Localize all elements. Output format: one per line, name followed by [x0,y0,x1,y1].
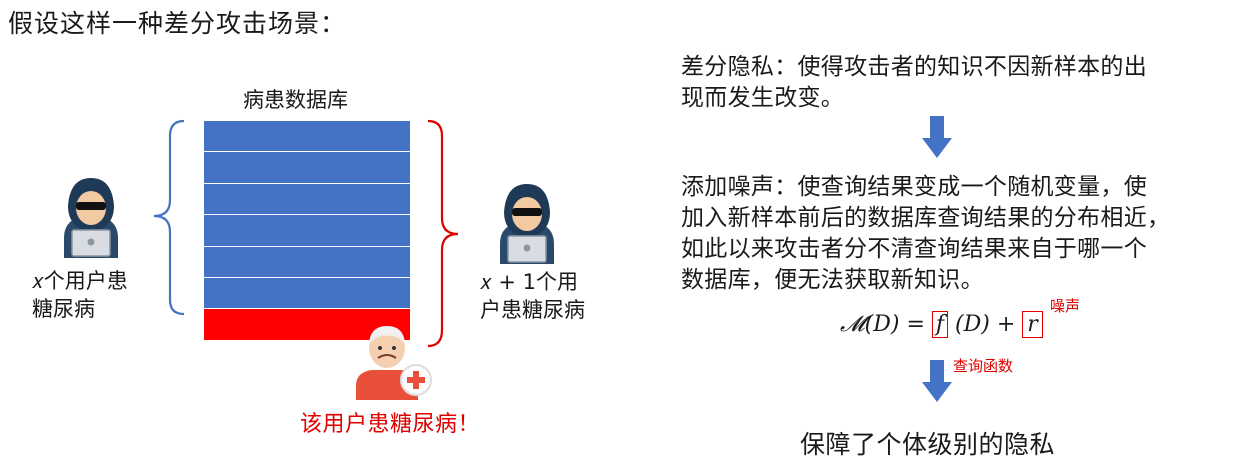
formula-noise-term: 𝑟 [1022,311,1043,338]
dp-line1: 差分隐私：使得攻击者的知识不因新样本的出 [681,54,1147,80]
database-row [204,152,410,184]
conclusion-text: 保障了个体级别的隐私 [800,430,1056,459]
right-attacker-caption: 𝑥 + 1个用 户患糖尿病 [480,268,585,324]
database-table [204,121,410,341]
noise-label: 噪声 [1050,297,1081,315]
left-caption-line1: 𝑥个用户患 [32,269,128,293]
left-brace [153,119,185,316]
formula-query-function: 𝑓 [931,311,949,338]
formula-mid: (𝐷) + [955,312,1016,337]
left-caption-line2: 糖尿病 [32,297,95,321]
dp-formula: 𝓜(𝐷) = 𝑓 (𝐷) + 𝑟 [840,311,1043,338]
right-caption-line1: 𝑥 + 1个用 [480,270,579,294]
formula-lhs: 𝓜(𝐷) = [840,312,925,337]
page-title: 假设这样一种差分攻击场景： [8,9,347,38]
hacker-icon [64,178,118,258]
down-arrow-icon [922,116,952,158]
dp-line2: 现而发生改变。 [681,85,845,111]
noise-line1: 添加噪声：使查询结果变成一个随机变量，使 [681,174,1147,200]
noise-line3: 如此以来攻击者分不清查询结果来自于哪一个 [681,236,1147,262]
left-attacker-caption: 𝑥个用户患 糖尿病 [32,267,128,323]
new-patient-alert: 该用户患糖尿病！ [300,412,481,437]
database-row [204,215,410,247]
noise-line2: 加入新样本前后的数据库查询结果的分布相近， [681,205,1171,231]
down-arrow-icon [922,360,952,402]
right-brace [427,119,459,348]
dp-definition: 差分隐私：使得攻击者的知识不因新样本的出 现而发生改变。 [681,52,1226,114]
medical-cross-icon [400,364,432,396]
database-row [204,277,410,310]
noise-line4: 数据库，便无法获取新知识。 [681,267,984,293]
database-row [204,246,410,278]
database-label: 病患数据库 [243,88,348,112]
database-row [204,121,410,153]
query-function-label: 查询函数 [953,357,1014,375]
right-caption-line2: 户患糖尿病 [480,298,585,322]
hacker-icon [500,184,554,264]
noise-explanation: 添加噪声：使查询结果变成一个随机变量，使 加入新样本前后的数据库查询结果的分布相… [681,172,1226,296]
patient-icon [356,326,432,400]
database-row [204,183,410,216]
